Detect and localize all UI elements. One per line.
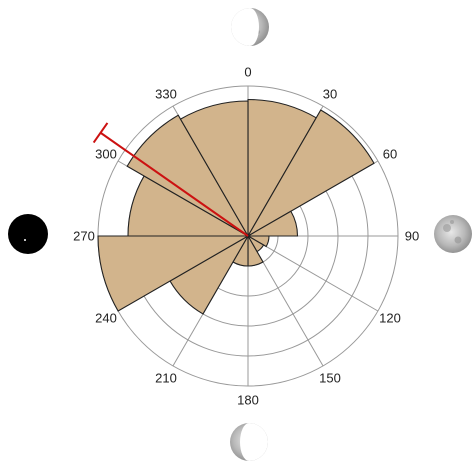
polar-bar-30 <box>246 109 375 238</box>
grid-spoke-120 <box>247 235 379 312</box>
angle-tick-210: 210 <box>155 371 177 386</box>
polar-bars <box>97 98 375 315</box>
full-moon-icon <box>434 215 472 253</box>
polar-bar-330 <box>179 100 249 239</box>
mean-direction-line <box>99 131 249 237</box>
angle-tick-270: 270 <box>73 229 95 244</box>
angle-tick-330: 330 <box>155 86 177 101</box>
angle-tick-30: 30 <box>323 86 337 101</box>
waxing-half-moon-icon <box>231 8 269 46</box>
mean-direction-marker <box>92 122 249 237</box>
angular-tick-labels: 0 30 60 90 120 150 180 210 240 270 300 330 <box>73 65 419 408</box>
angle-tick-60: 60 <box>383 147 397 162</box>
angle-tick-120: 120 <box>379 311 401 326</box>
angle-tick-150: 150 <box>319 371 341 386</box>
new-moon-icon <box>8 214 48 254</box>
angle-tick-300: 300 <box>95 147 117 162</box>
polar-bar-240 <box>97 235 251 312</box>
polar-bar-60 <box>245 210 299 237</box>
angle-tick-240: 240 <box>95 311 117 326</box>
angle-tick-0: 0 <box>244 65 251 80</box>
polar-bar-300 <box>126 114 250 238</box>
waning-half-moon-icon <box>230 423 268 461</box>
mean-direction-cap <box>92 122 109 144</box>
angle-tick-180: 180 <box>237 393 259 408</box>
angle-tick-90: 90 <box>405 229 419 244</box>
